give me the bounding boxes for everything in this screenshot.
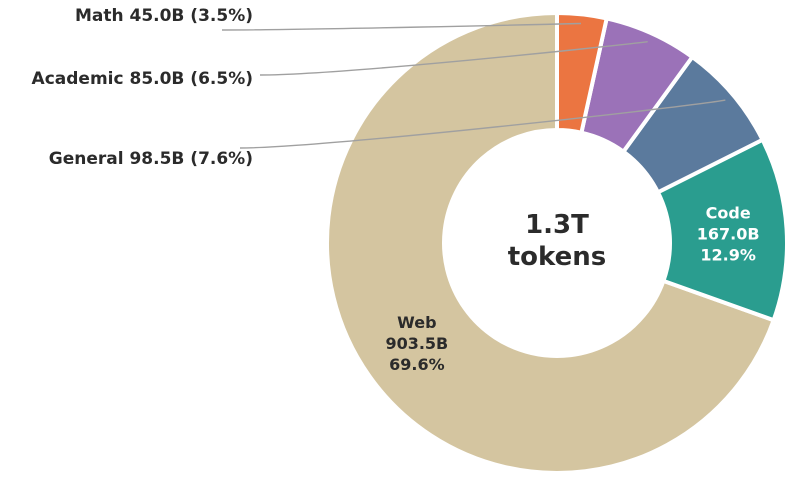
slice-label-web-name: Web bbox=[397, 313, 436, 332]
slice-label-math: Math 45.0B (3.5%) bbox=[75, 6, 253, 26]
slice-math bbox=[555, 11, 609, 135]
center-label-line2: tokens bbox=[508, 242, 607, 272]
leader-line-math bbox=[221, 22, 581, 31]
slice-label-code: Code 167.0B 12.9% bbox=[697, 203, 760, 264]
leader-lines-layer bbox=[221, 22, 726, 149]
labels-layer: Web 903.5B 69.6% Code 167.0B 12.9% General 98.… bbox=[32, 6, 760, 374]
leader-line-academic bbox=[259, 40, 648, 76]
slice-label-general: General 98.5B (7.6%) bbox=[49, 149, 253, 169]
slice-label-web: Web 903.5B 69.6% bbox=[385, 313, 448, 374]
slice-label-code-value: 167.0B bbox=[697, 224, 760, 243]
leader-line-general bbox=[239, 99, 726, 149]
slice-web bbox=[325, 11, 776, 475]
slices-layer bbox=[325, 11, 789, 475]
center-label-line1: 1.3T bbox=[525, 210, 589, 240]
slice-label-web-value: 903.5B bbox=[385, 334, 448, 353]
slice-label-web-percent: 69.6% bbox=[389, 355, 445, 374]
slice-label-academic: Academic 85.0B (6.5%) bbox=[32, 69, 253, 89]
slice-label-code-percent: 12.9% bbox=[700, 245, 756, 264]
center-label: 1.3T tokens bbox=[508, 210, 607, 272]
slice-label-code-name: Code bbox=[706, 203, 751, 222]
